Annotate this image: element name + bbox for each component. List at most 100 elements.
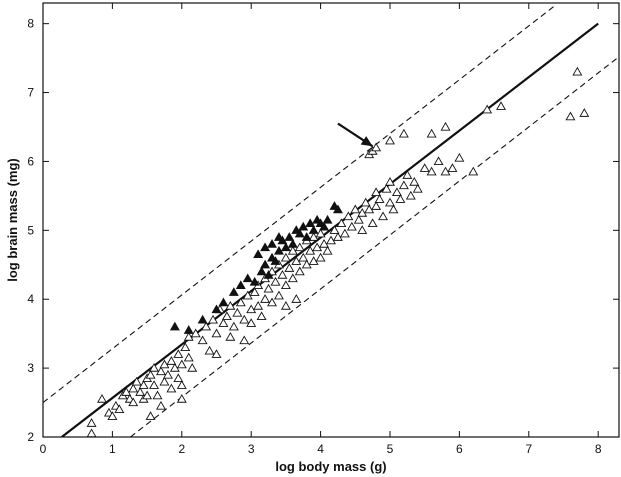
open-triangle-point [249, 287, 260, 296]
open-triangle-point [159, 376, 170, 386]
filled-triangle-point [322, 214, 333, 224]
open-triangle-point [326, 235, 336, 245]
open-triangle-point [357, 208, 368, 217]
x-tick-label: 0 [40, 442, 47, 456]
open-triangle-point [440, 166, 451, 176]
open-triangle-point [329, 225, 340, 234]
filled-triangle-point [287, 239, 298, 248]
open-triangle-point [131, 376, 142, 386]
open-triangle-point [159, 359, 170, 369]
axis-labels: log body mass (g) log brain mass (mg) [5, 158, 387, 474]
open-triangle-point [138, 380, 149, 389]
open-triangle-point [190, 328, 201, 338]
open-triangle-point [346, 221, 357, 231]
open-triangle-point [211, 328, 222, 338]
open-triangle-point [381, 183, 392, 193]
lower-bound-line [130, 56, 619, 437]
open-triangle-point [426, 128, 437, 138]
open-triangle-point [440, 121, 451, 131]
filled-triangle-point [249, 276, 260, 286]
open-triangle-point [273, 290, 284, 300]
filled-triangle-point [242, 273, 253, 283]
open-triangle-point [343, 211, 354, 221]
open-triangle-point [579, 108, 590, 117]
open-triangle-point [332, 232, 343, 241]
open-triangle-point [339, 228, 350, 238]
open-triangle-point [263, 283, 274, 293]
open-triangle-point [107, 411, 118, 420]
x-tick-label: 6 [456, 442, 463, 456]
y-tick-label: 4 [27, 292, 34, 306]
y-tick-label: 8 [27, 17, 34, 31]
filled-triangle-point [301, 232, 312, 241]
filled-triangle-point [197, 314, 208, 324]
fit-lines [43, 3, 619, 437]
open-triangle-point [315, 228, 326, 238]
open-triangle-point [246, 304, 257, 314]
filled-triangle-point [263, 270, 274, 279]
filled-triangle-point [270, 256, 281, 265]
open-triangle-point [308, 256, 319, 265]
filled-triangle-point [235, 280, 246, 290]
open-triangle-point [308, 232, 319, 241]
open-triangle-point [291, 256, 302, 265]
open-triangle-point [235, 297, 246, 307]
filled-triangle-point [319, 221, 330, 231]
filled-triangle-point [273, 232, 284, 241]
open-triangle-point [221, 311, 232, 321]
open-triangle-point [468, 166, 479, 176]
open-triangle-point [232, 307, 243, 317]
axes: 0 1 2 3 4 5 6 7 8 2 3 4 5 6 7 8 [27, 2, 620, 456]
open-triangle-point [149, 363, 160, 372]
open-triangle-point [280, 301, 291, 310]
open-triangle-point [364, 204, 375, 214]
filled-triangle-point [260, 259, 271, 269]
open-triangle-point [357, 225, 368, 234]
open-triangle-point [97, 394, 107, 403]
filled-triangle-point [308, 225, 319, 234]
open-triangle-point [187, 363, 198, 372]
open-triangle-point [385, 135, 395, 145]
open-triangle-point [173, 373, 184, 383]
open-triangle-point [374, 194, 385, 203]
y-tick-label: 3 [27, 361, 34, 375]
x-tick-label: 4 [317, 442, 324, 456]
open-triangle-point [86, 418, 97, 427]
open-triangle-point [239, 335, 250, 345]
open-triangle-point [412, 183, 423, 193]
open-triangle-point [572, 66, 583, 76]
open-triangle-point [301, 259, 312, 269]
open-triangle-point [287, 273, 298, 283]
open-triangle-point [336, 218, 347, 228]
open-triangle-point [367, 218, 378, 228]
open-triangle-point [277, 270, 288, 279]
open-triangle-point [312, 242, 323, 252]
data-points [86, 66, 590, 438]
filled-triangle-point [253, 249, 264, 259]
open-triangle-point [173, 349, 184, 358]
filled-triangle-point [305, 218, 316, 228]
filled-triangle-point [280, 242, 291, 252]
open-triangle-point [114, 404, 125, 414]
open-triangle-point [294, 266, 305, 276]
open-triangle-point [128, 383, 139, 393]
y-tick-label: 2 [27, 430, 34, 444]
open-triangle-point [239, 314, 250, 324]
open-triangle-point [156, 400, 166, 410]
open-triangle-point [426, 166, 437, 176]
open-triangle-point [128, 397, 139, 407]
open-triangle-point [183, 332, 194, 341]
open-triangle-point [360, 197, 371, 207]
open-triangle-point [385, 197, 395, 207]
upper-bound-line [43, 3, 557, 403]
x-axis-label: log body mass (g) [275, 459, 386, 474]
open-triangle-point [166, 356, 177, 365]
filled-triangle-point [273, 245, 284, 255]
open-triangle-point [315, 252, 326, 262]
open-triangle-point [156, 366, 166, 376]
filled-triangle-point [267, 239, 277, 248]
open-triangle-point [350, 204, 361, 214]
filled-triangle-point [256, 266, 267, 276]
y-tick-label: 6 [27, 154, 34, 168]
open-triangle-point [166, 383, 177, 393]
